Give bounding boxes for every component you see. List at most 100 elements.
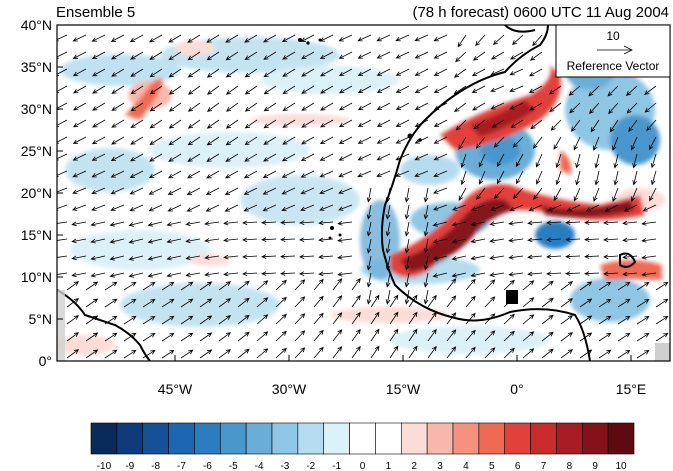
lat-tick-label: 35°N [21,59,52,75]
latitude-axis: 0° 5°N 10°N 15°N 20°N 25°N 30°N 35°N 40°… [21,17,63,369]
wind-vector-arrow [186,187,201,195]
wind-vector-arrow [522,314,535,325]
wind-vector-arrow [568,85,581,96]
wind-vector-arrow [313,312,324,325]
wind-vector-arrow [489,238,505,243]
wind-vector-arrow [282,119,296,128]
wind-vector-arrow [206,102,220,112]
wind-vector-arrow [111,102,125,111]
wind-vector-arrow [261,254,277,259]
wind-vector-arrow [527,220,543,226]
wind-vector-arrow [130,119,144,128]
wind-vector-arrow [408,311,418,325]
wind-vector-arrow [332,346,343,359]
colorbar-swatch [142,422,169,455]
wind-vector-arrow [548,85,562,95]
wind-vector-arrow [612,136,619,151]
wind-vector-arrow [130,85,144,95]
colorbar-label: 3 [437,461,443,471]
wind-vector-arrow [110,204,125,211]
wind-vector-arrow [319,187,334,194]
wind-vector-arrow [414,68,429,76]
wind-vector-arrow [263,51,277,60]
wind-vector-field [57,34,669,359]
wind-vector-arrow [204,238,220,243]
wind-vector-arrow [603,220,619,226]
wind-vector-arrow [123,315,137,325]
wind-vector-arrow [225,102,239,112]
wind-vector-arrow [446,329,457,342]
wind-vector-arrow [470,221,486,227]
wind-vector-arrow [92,85,106,94]
wind-vector-arrow [446,346,457,359]
wind-vector-arrow [66,332,80,342]
wind-vector-arrow [351,328,361,342]
wind-vector-arrow [588,85,600,97]
reference-vector-box: 10 Reference Vector [555,24,671,78]
colorbar-swatch [400,422,428,455]
wind-vector-arrow [244,136,258,146]
wind-vector-arrow [129,204,144,212]
wind-vector-arrow [262,34,277,43]
wind-vector-arrow [588,102,600,114]
wind-vector-arrow [223,237,239,243]
colorbar-label: 7 [541,461,547,471]
wind-vector-arrow [565,220,581,225]
wind-vector-arrow [282,85,296,95]
wind-vector-arrow [128,272,144,278]
wind-vector-arrow [338,187,353,194]
wind-vector-arrow [262,170,277,179]
wind-vector-arrow [357,153,372,161]
wind-vector-arrow [225,85,239,95]
wind-vector-arrow [598,332,612,342]
wind-vector-arrow [528,85,543,93]
wind-vector-arrow [313,346,324,359]
wind-vector-arrow [243,170,258,179]
lat-tick-label: 5°N [29,311,53,327]
colorbar-swatch [607,422,635,455]
wind-vector-arrow [655,332,669,342]
wind-vector-arrow [161,332,175,342]
wind-vector-arrow [579,315,593,325]
wind-vector-arrow [560,298,574,308]
wind-vector-arrow [427,345,437,359]
wind-vector-arrow [313,278,324,291]
wind-vector-arrow [433,153,448,161]
wind-vector-arrow [357,102,372,111]
wind-vector-arrow [433,51,448,59]
wind-vector-arrow [451,221,467,227]
wind-vector-arrow [110,51,125,60]
wind-vector-arrow [320,85,334,94]
wind-vector-arrow [301,68,315,77]
wind-vector-arrow [376,153,391,161]
wind-vector-arrow [300,204,315,211]
wind-vector-arrow [168,68,182,78]
wind-vector-arrow [299,254,315,259]
wind-vector-arrow [168,51,182,61]
wind-vector-arrow [617,298,631,308]
wind-vector-arrow [218,332,232,342]
wind-vector-arrow [510,51,524,60]
wind-vector-arrow [453,68,467,78]
wind-vector-arrow [484,279,496,291]
wind-vector-arrow [357,34,372,42]
wind-vector-arrow [71,238,87,244]
colorbar-swatch [375,422,402,455]
wind-vector-arrow [408,328,418,342]
wind-vector-arrow [187,136,201,146]
wind-vector-arrow [90,255,106,261]
wind-vector-arrow [185,255,201,261]
wind-vector-arrow [366,272,372,288]
wind-vector-arrow [147,272,163,278]
wind-vector-arrow [256,280,269,291]
wind-vector-arrow [149,119,163,129]
wind-vector-arrow [337,254,353,260]
wind-vector-arrow [72,119,87,128]
wind-vector-arrow [546,254,562,259]
wind-vector-arrow [613,153,619,169]
wind-vector-arrow [168,153,182,162]
wind-vector-arrow [206,85,220,95]
wind-vector-arrow [319,136,334,145]
wind-vector-arrow [491,119,505,128]
wind-vector-arrow [508,254,524,260]
